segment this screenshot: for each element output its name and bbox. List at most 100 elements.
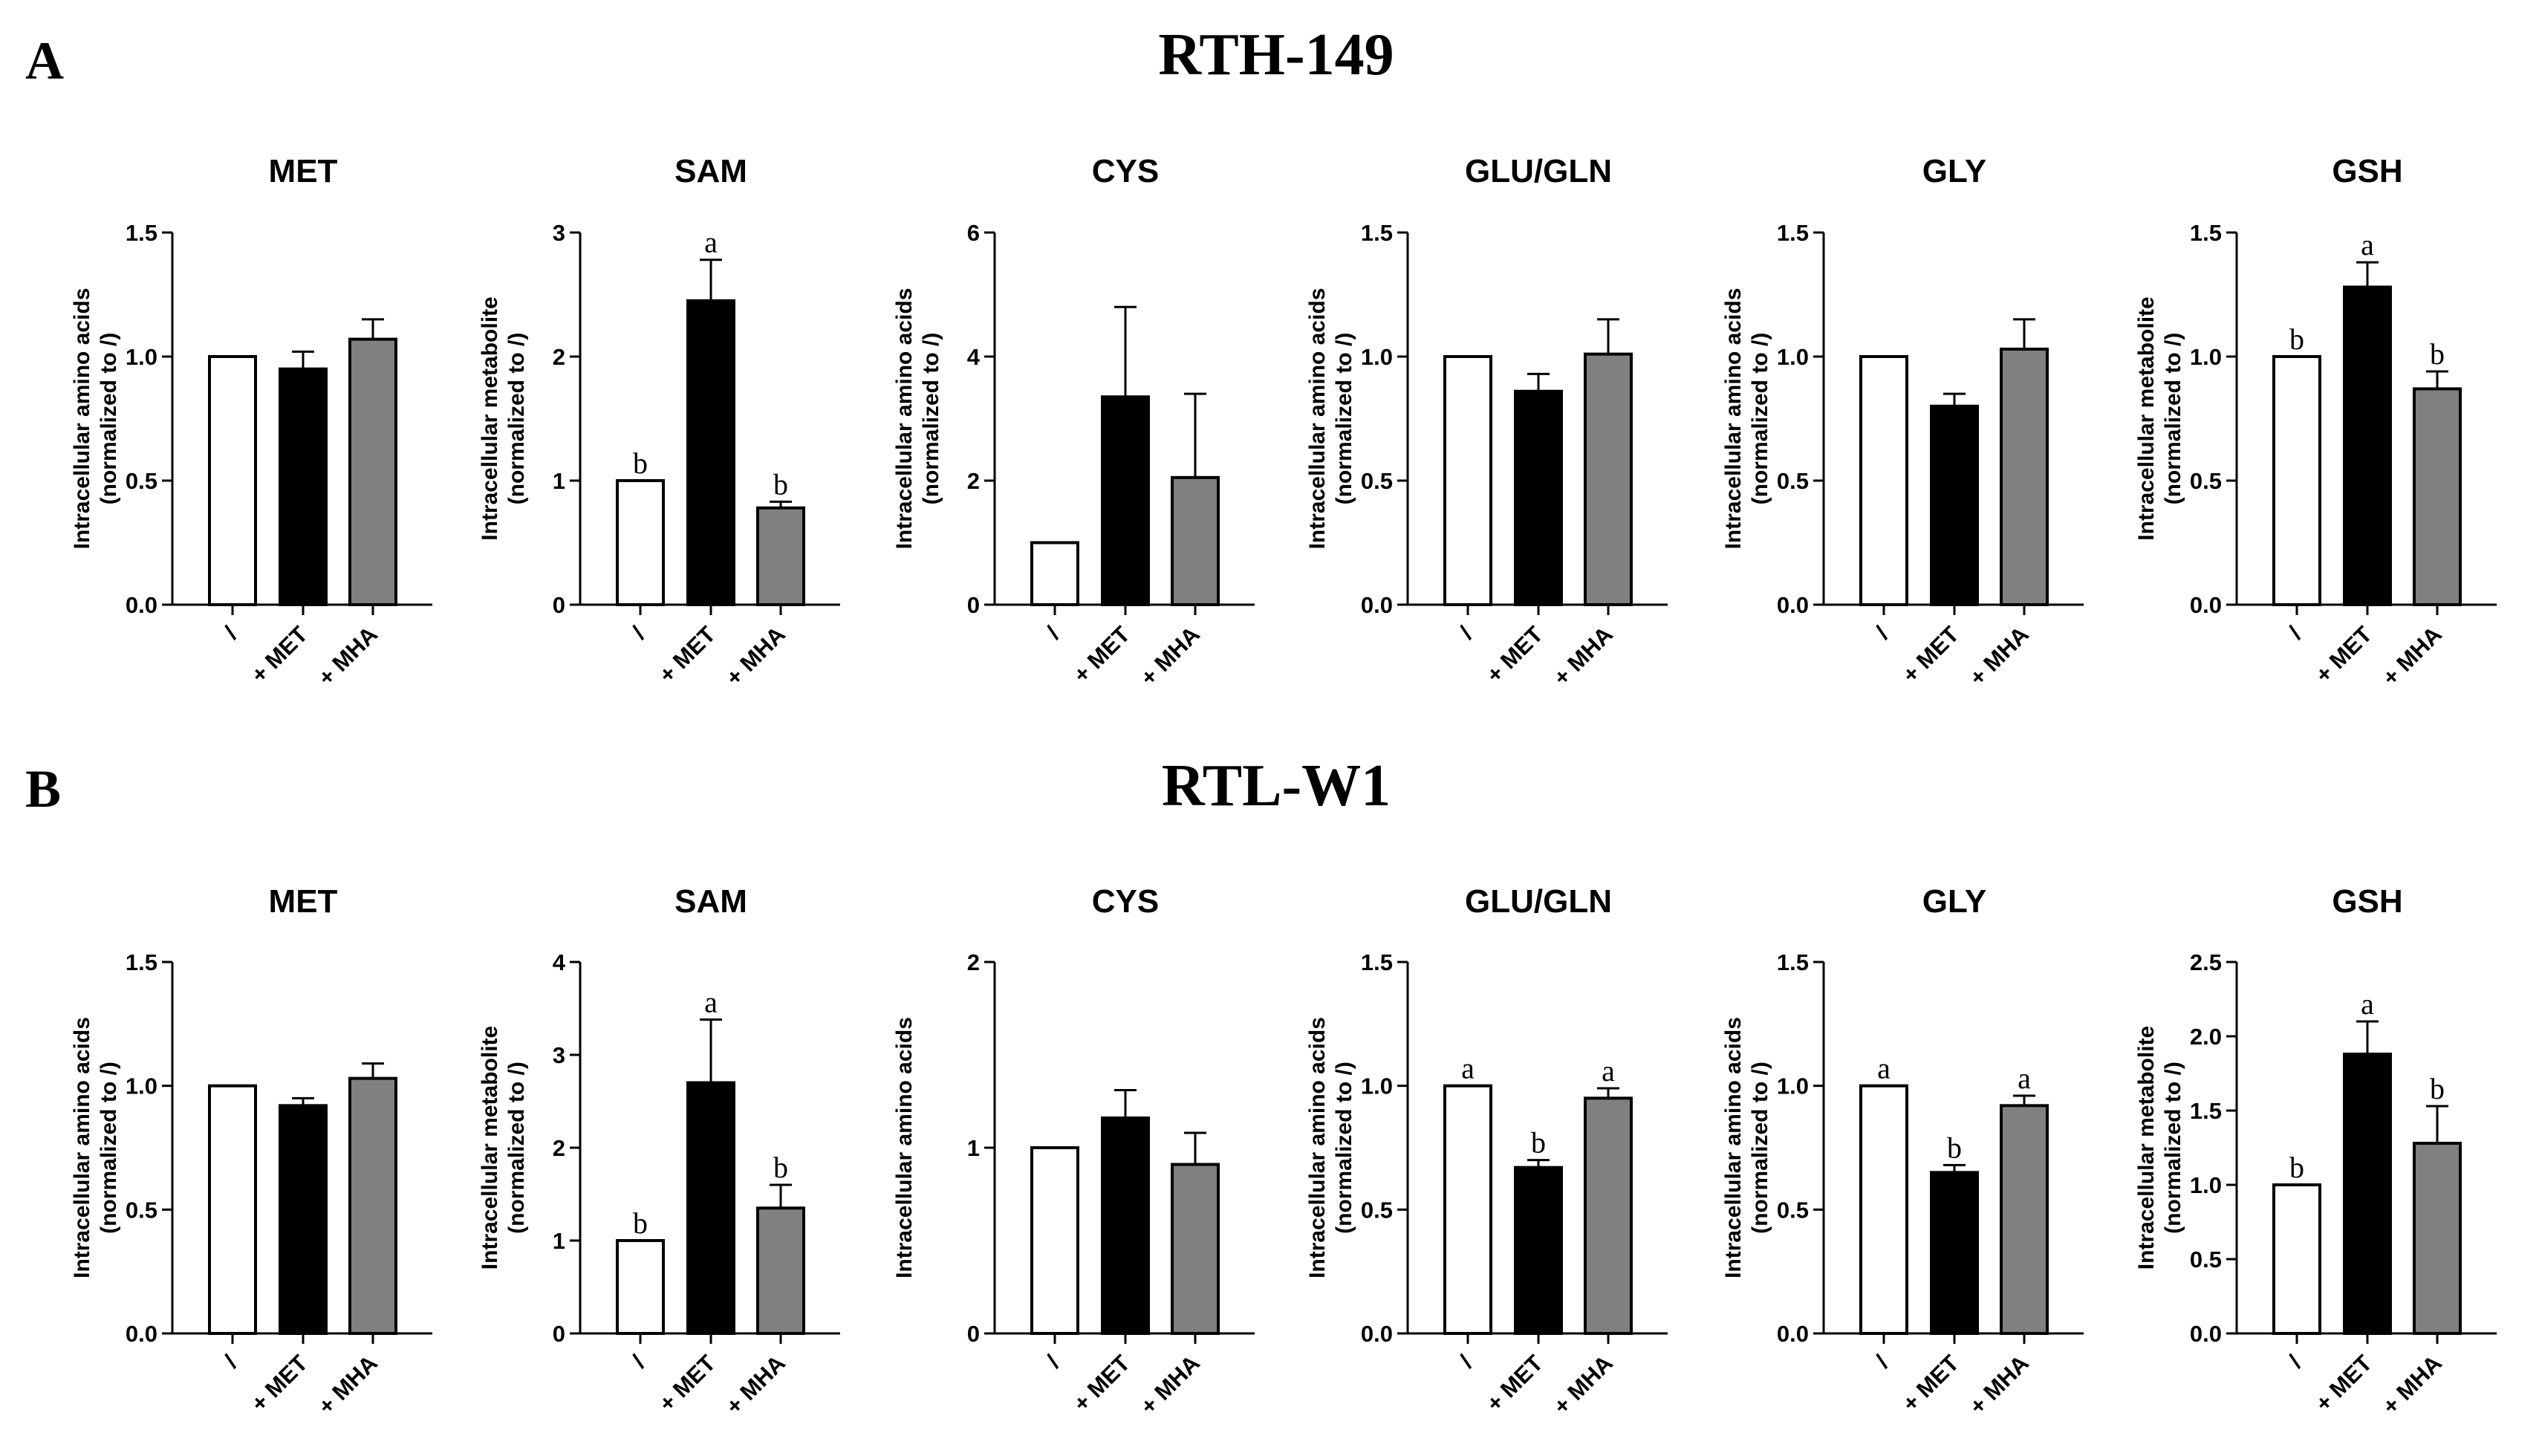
chart-title: CYS [1092, 883, 1159, 920]
category-label: + MET [1897, 1350, 1964, 1417]
bar [1930, 404, 1979, 606]
significance-label: b [1947, 1131, 1962, 1164]
category-label: / [1454, 1350, 1477, 1373]
y-tick-label: 1.5 [1777, 220, 1809, 246]
y-tick-label: 0.5 [1777, 468, 1809, 494]
significance-label: b [2289, 1151, 2304, 1184]
y-axis-label: Intracellular metabolite [2134, 296, 2159, 540]
y-tick-label: 1.0 [1361, 1073, 1393, 1099]
category-label: + MHA [313, 621, 383, 691]
significance-label: a [2018, 1062, 2031, 1095]
category-label: / [2283, 621, 2306, 644]
category-label: + MHA [721, 1350, 790, 1420]
y-tick-label: 1.0 [1361, 344, 1393, 370]
bar [756, 1206, 805, 1335]
bar [1584, 1096, 1633, 1336]
bar [1030, 1146, 1079, 1335]
bar [348, 337, 397, 606]
y-axis-label-sub: (normalized to /) [1748, 333, 1772, 505]
bar [1859, 355, 1908, 606]
chart-title: GSH [2332, 153, 2402, 189]
y-tick-label: 1.0 [1777, 1073, 1809, 1099]
chart-b-glu: GLU/GLN Intracellular amino acids (normali… [1305, 883, 1668, 1420]
bar [208, 1084, 257, 1335]
y-axis-label-sub: (normalized to /) [97, 333, 121, 505]
y-tick-label: 2 [967, 949, 980, 975]
y-tick-label: 0.5 [2190, 1247, 2222, 1273]
y-tick-label: 2 [967, 468, 980, 494]
significance-label: a [1877, 1052, 1891, 1085]
y-axis-label-sub: (normalized to /) [1332, 333, 1356, 505]
category-label: + MHA [721, 621, 790, 691]
bar [686, 1081, 735, 1335]
chart-title: SAM [674, 153, 747, 189]
bar [616, 1239, 665, 1335]
y-axis-label-sub: (normalized to /) [1332, 1062, 1356, 1234]
bar [616, 479, 665, 606]
y-axis-label-sub: (normalized to /) [2161, 333, 2185, 505]
bar [1859, 1084, 1908, 1335]
significance-label: b [1531, 1126, 1546, 1160]
y-tick-label: 1.0 [126, 1073, 157, 1099]
chart-title: SAM [674, 883, 747, 920]
y-axis-label-sub: (normalized to /) [1748, 1062, 1772, 1234]
y-axis-label: Intracellular amino acids [70, 288, 94, 550]
category-label: / [1041, 1350, 1064, 1373]
y-tick-label: 0.0 [1777, 1321, 1809, 1347]
bar [1514, 389, 1563, 606]
chart-title: GLY [1922, 883, 1986, 920]
y-tick-label: 0 [967, 592, 980, 618]
y-tick-label: 0.0 [126, 592, 157, 618]
significance-label: a [2361, 987, 2374, 1021]
y-tick-label: 1 [967, 1135, 980, 1161]
panel-b-letter: B [25, 759, 61, 819]
y-tick-label: 0.5 [1777, 1197, 1809, 1223]
bar [1171, 1163, 1220, 1335]
category-label: + MET [246, 621, 313, 688]
y-tick-label: 1.5 [1361, 220, 1393, 246]
panel-a-title: RTH-149 [1158, 22, 1394, 88]
chart-title: GLU/GLN [1465, 883, 1612, 920]
category-label: + MET [246, 1350, 313, 1417]
y-tick-label: 4 [967, 344, 981, 370]
category-label: + MET [2310, 621, 2377, 688]
y-tick-label: 2.0 [2190, 1024, 2222, 1050]
y-tick-label: 0.0 [2190, 592, 2222, 618]
bar [2000, 347, 2049, 606]
chart-b-met: MET Intracellular amino acids (normalized … [70, 883, 432, 1420]
y-tick-label: 1.5 [126, 220, 157, 246]
y-tick-label: 2 [553, 1135, 565, 1161]
y-tick-label: 0.5 [2190, 468, 2222, 494]
y-axis-label-sub: (normalized to /) [504, 333, 529, 505]
y-tick-label: 0.0 [126, 1321, 157, 1347]
y-tick-label: 0 [553, 1321, 565, 1347]
y-tick-label: 0 [553, 592, 565, 618]
y-tick-label: 1.5 [126, 949, 157, 975]
y-tick-label: 0.5 [1361, 468, 1393, 494]
significance-label: b [2430, 337, 2445, 371]
bar [686, 299, 735, 606]
category-label: + MHA [313, 1350, 383, 1420]
y-tick-label: 1.5 [2190, 1098, 2222, 1124]
bar [2272, 355, 2321, 606]
bar [1171, 475, 1220, 607]
y-tick-label: 1.5 [1777, 949, 1809, 975]
category-label: / [1870, 621, 1893, 644]
category-label: / [1870, 1350, 1893, 1373]
significance-label: a [704, 226, 718, 259]
bar [756, 506, 805, 606]
bar [1030, 541, 1079, 606]
bar [2272, 1183, 2321, 1335]
panel-a-letter: A [25, 31, 64, 91]
bar [1930, 1171, 1979, 1336]
y-tick-label: 1.0 [1777, 344, 1809, 370]
bar [1443, 355, 1492, 606]
y-axis-label: Intracellular metabolite [478, 1026, 502, 1270]
category-label: + MHA [1548, 621, 1618, 691]
y-axis-label: Intracellular amino acids [892, 288, 917, 550]
y-axis-label: Intracellular amino acids [1305, 1017, 1330, 1278]
chart-a-cys: CYS Intracellular amino acids (normalized … [892, 153, 1255, 691]
bar [2000, 1104, 2049, 1336]
y-axis-label: Intracellular amino acids [1721, 288, 1746, 550]
y-axis-label: Intracellular amino acids [70, 1017, 94, 1278]
